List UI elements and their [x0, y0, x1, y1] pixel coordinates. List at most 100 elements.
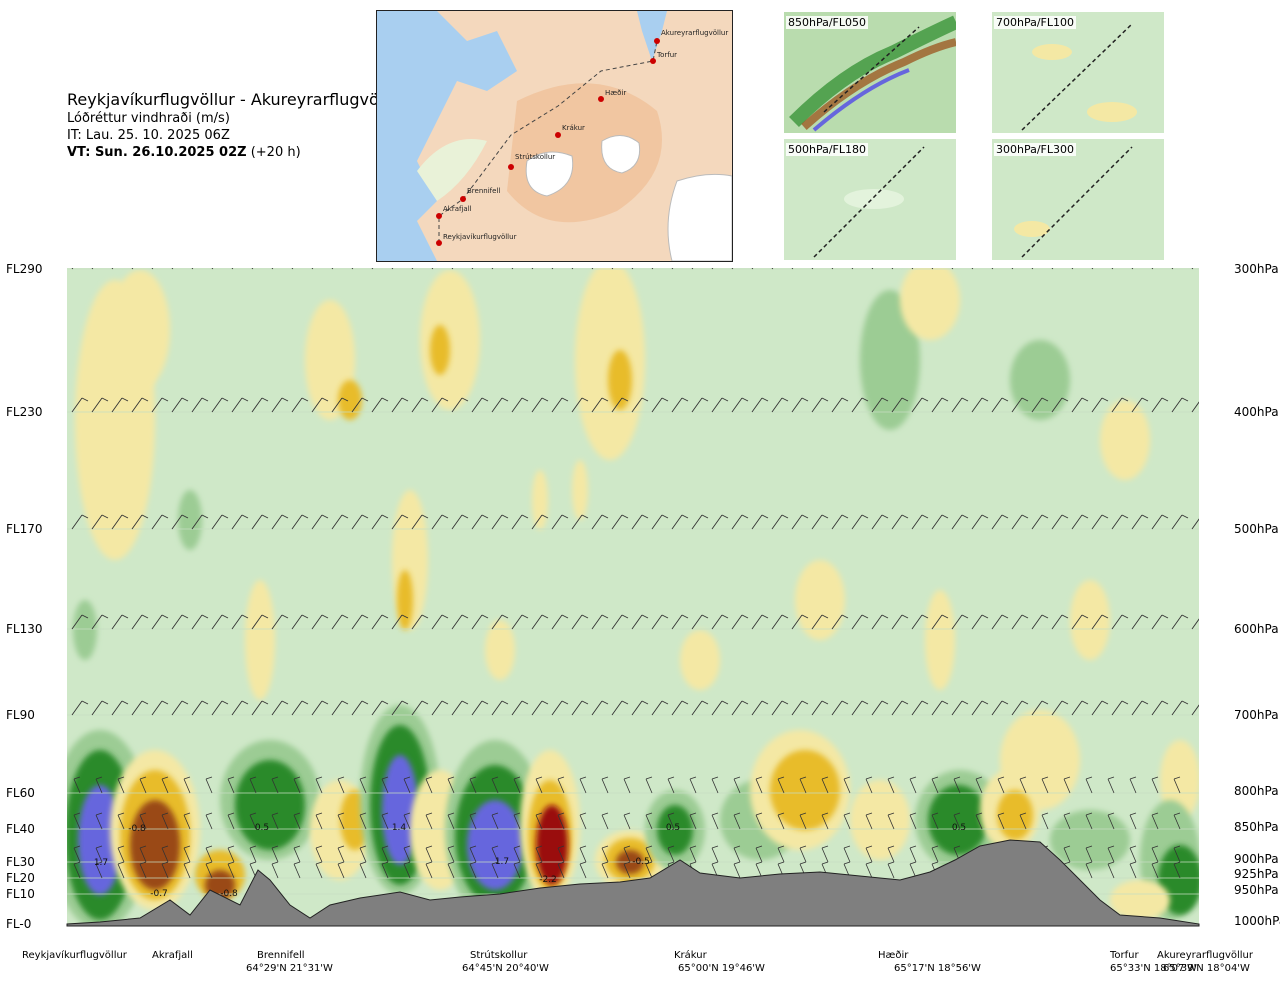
wind-barb: [359, 776, 367, 794]
fl-label: FL170: [6, 522, 43, 536]
thumbnail-300hpa[interactable]: 300hPa/FL300: [992, 139, 1164, 260]
wind-barb: [95, 812, 103, 830]
wind-barb: [73, 776, 81, 794]
wind-barb: [73, 812, 81, 830]
wind-barb: [831, 514, 849, 530]
wind-barb: [799, 861, 807, 879]
wind-barb: [689, 812, 697, 830]
wind-barb: [1063, 776, 1071, 794]
wind-barb: [1041, 776, 1049, 794]
wind-barb: [191, 397, 209, 413]
wind-barb: [227, 845, 235, 863]
wind-barb: [571, 397, 589, 413]
wind-barb: [271, 776, 279, 794]
wind-barb: [689, 861, 697, 879]
wind-barb: [331, 614, 349, 630]
wind-barb: [651, 397, 669, 413]
wind-barb: [211, 700, 229, 716]
wind-barb: [117, 861, 125, 879]
wind-barb: [1107, 776, 1115, 794]
wind-barb: [865, 861, 873, 879]
wind-barb: [131, 700, 149, 716]
wind-barb: [1129, 845, 1137, 863]
wind-barb: [611, 397, 629, 413]
wind-barb: [425, 845, 433, 863]
pressure-label: 700hPa: [1234, 708, 1279, 722]
wind-barb: [71, 397, 89, 413]
wind-barb: [851, 397, 869, 413]
wind-barb: [645, 845, 653, 863]
wind-barb: [151, 614, 169, 630]
wind-barb: [171, 397, 189, 413]
thumbnail-canvas: [992, 139, 1164, 260]
wind-barb: [1085, 776, 1093, 794]
wind-barb: [711, 514, 729, 530]
wind-barb: [251, 614, 269, 630]
wind-barb: [491, 514, 509, 530]
wind-barb: [271, 614, 289, 630]
wind-barb: [315, 861, 323, 879]
wind-barb: [755, 812, 763, 830]
wind-barb: [811, 397, 829, 413]
wind-barb: [151, 397, 169, 413]
wind-barb: [1111, 700, 1129, 716]
wind-barb: [73, 845, 81, 863]
wind-barb: [551, 397, 569, 413]
wind-barb: [205, 845, 213, 863]
wind-barb: [311, 614, 329, 630]
wind-barb: [71, 614, 89, 630]
wind-barb: [1151, 845, 1159, 863]
waypoint-marker: [436, 213, 442, 219]
map-label-krakur: Krákur: [562, 124, 585, 132]
wind-barb: [711, 397, 729, 413]
wind-barb: [971, 614, 989, 630]
extremum-value-label: -0.7: [150, 889, 168, 899]
wind-barb: [451, 700, 469, 716]
thumbnail-700hpa[interactable]: 700hPa/FL100: [992, 12, 1164, 133]
wind-barb: [431, 700, 449, 716]
thumbnail-500hpa[interactable]: 500hPa/FL180: [784, 139, 956, 260]
wind-barb: [315, 812, 323, 830]
wind-barb: [887, 776, 895, 794]
wind-barb: [557, 845, 565, 863]
wind-barb: [551, 700, 569, 716]
wind-barb: [291, 614, 309, 630]
wind-barb: [151, 514, 169, 530]
wind-barb: [611, 700, 629, 716]
map-label-brennifell: Brennifell: [467, 187, 501, 195]
wind-barb: [183, 812, 191, 830]
wind-barb: [851, 614, 869, 630]
wind-barb: [851, 700, 869, 716]
wind-barb: [71, 700, 89, 716]
contour-region: [770, 750, 840, 830]
wind-barb: [161, 776, 169, 794]
wind-barb: [591, 700, 609, 716]
wind-barb: [337, 861, 345, 879]
wind-barb: [1019, 861, 1027, 879]
wind-barb: [251, 700, 269, 716]
wind-barb: [667, 776, 675, 794]
wind-barb: [95, 845, 103, 863]
wind-barb: [645, 812, 653, 830]
wind-barb: [171, 700, 189, 716]
wind-barb: [771, 700, 789, 716]
wind-barb: [733, 776, 741, 794]
wind-barb: [843, 861, 851, 879]
wind-barb: [251, 268, 254, 270]
wind-barb: [843, 776, 851, 794]
wind-barb: [571, 514, 589, 530]
wind-barb: [1011, 614, 1029, 630]
wind-barb: [671, 397, 689, 413]
wind-barb: [911, 700, 929, 716]
wind-barb: [183, 845, 191, 863]
wind-barb: [1019, 776, 1027, 794]
waypoint-coord: 65°17'N 18°56'W: [894, 963, 981, 974]
extremum-value-label: 1.7: [495, 857, 509, 867]
contour-region: [860, 290, 920, 430]
wind-barb: [351, 514, 369, 530]
wind-barb: [755, 776, 763, 794]
wind-barb: [513, 845, 521, 863]
contour-region: [616, 850, 644, 874]
thumbnail-850hpa[interactable]: 850hPa/FL050: [784, 12, 956, 133]
wind-barb: [249, 861, 257, 879]
